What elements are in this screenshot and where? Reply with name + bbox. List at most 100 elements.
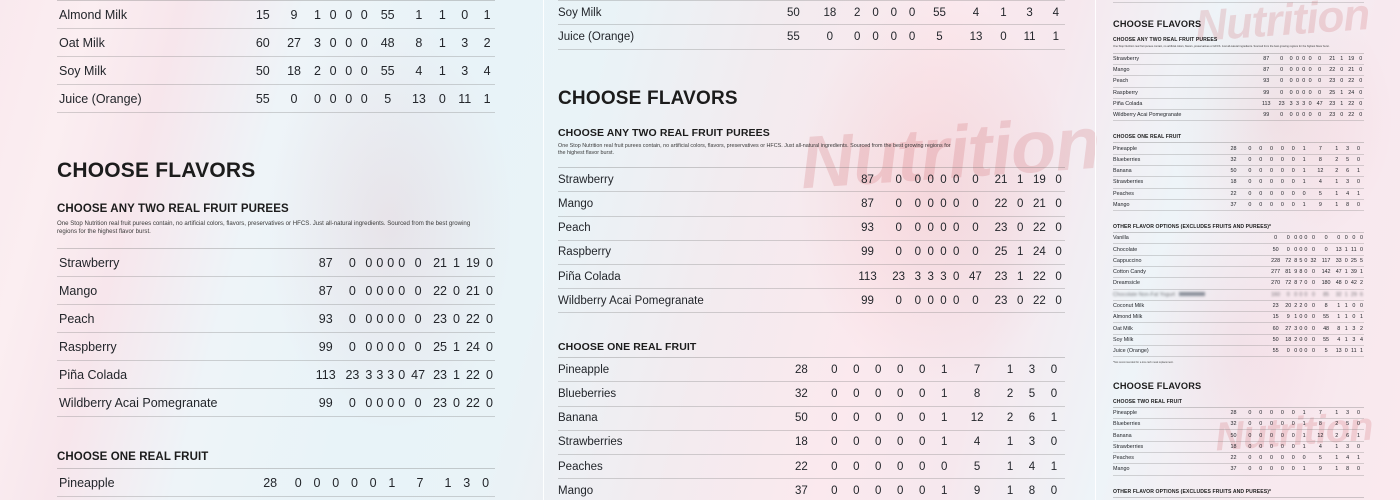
cell-Cholesterol (mg): 0	[953, 270, 960, 283]
redaction-bar	[1179, 292, 1206, 297]
cell-Calories from Fat: 0	[831, 388, 838, 401]
cell-Sodium (mg): 1	[940, 436, 948, 449]
cell-Sugars (g): 4	[1346, 455, 1350, 462]
table-row: Pineapple 28 0 0 0 0 0 1 7 1 3 0	[57, 469, 495, 497]
cell-Sugars (g): 3	[1028, 363, 1036, 376]
cell-Dietary Fiber (g): 0	[1326, 0, 1336, 3]
cell-Dietary Fiber (g): 1	[1335, 202, 1339, 209]
cell-Calories: 28	[1230, 145, 1237, 152]
cell-Protein (g): 0	[1359, 246, 1363, 253]
cell-Trans Fat (g): 0	[387, 283, 395, 298]
cell-Cholesterol (mg): 0	[1311, 246, 1315, 253]
cell-Protein (g): 6	[1359, 291, 1363, 298]
cell-Total Carbs (g): 0	[1337, 235, 1341, 242]
cell-Calories from Fat: 27	[1285, 325, 1292, 332]
cell-Sodium (mg): 1	[940, 412, 948, 425]
cell-Cholesterol (mg): 0	[1308, 55, 1312, 62]
cell-Sugars (g): 3	[1028, 436, 1036, 449]
cell-Total Carbs (g): 7	[1318, 410, 1322, 417]
cell-Protein (g): 1	[483, 91, 491, 106]
cell-Dietary Fiber (g): 2	[1335, 421, 1339, 428]
cell-Trans Fat (g): 0	[940, 246, 947, 259]
cell-Calories: 228	[1271, 257, 1281, 264]
cell-Sodium (mg): 1	[940, 363, 948, 376]
cell-Sodium (mg): 1	[940, 388, 948, 401]
cell-Calories from Fat: 0	[1286, 348, 1290, 355]
row-label: Mango	[558, 484, 594, 497]
cell-Saturated Fat (g): 0	[1295, 55, 1299, 62]
cell-Saturated Fat (g): 0	[927, 197, 934, 210]
cell-Calories: 50	[786, 6, 800, 19]
cell-Sodium (mg): 1	[1302, 466, 1306, 473]
cell-Dietary Fiber (g): 1	[1344, 246, 1348, 253]
cell-Protein (g): 0	[1050, 436, 1058, 449]
cell-Calories from Fat: 0	[895, 246, 902, 259]
cell-Calories: 50	[1272, 336, 1279, 343]
cell-Calories: 55	[255, 91, 270, 106]
table-row: Mango 87 0 0 0 0 0 0 22 0 21 0	[57, 277, 495, 305]
table-row: Pineapple 28 0 0 0 0 0 1 7 1 3 0	[1113, 407, 1364, 419]
cell-Trans Fat (g): 0	[1302, 67, 1306, 74]
cell-Total Carbs (g): 8	[1337, 325, 1341, 332]
cell-Calories from Fat: 72	[1285, 280, 1292, 287]
cell-Trans Fat (g): 0	[387, 311, 395, 326]
cell-Sugars (g): 21	[1348, 67, 1355, 74]
cell-Calories from Fat: 0	[1248, 202, 1252, 209]
row-label: Peach	[1113, 78, 1129, 85]
document-panel-left[interactable]: Almond Milk 15 9 1 0 0 0 55 1 1 0 1 Oat Milk 60 27 3 0 0 0…	[0, 0, 543, 500]
cell-Sodium (mg): 47	[969, 270, 982, 283]
cell-Total Fat (g): 0	[1289, 78, 1293, 85]
cell-Sugars (g): 3	[461, 63, 469, 78]
cell-Sodium (mg): 0	[414, 339, 422, 354]
one-fruit-table-middle: Pineapple 28 0 0 0 0 0 1 7 1 3 0 Blueberries 32 0 0 0 0 0 1…	[558, 357, 1065, 500]
cell-Total Fat (g): 0	[313, 91, 321, 106]
cell-Sodium (mg): 0	[414, 283, 422, 298]
cell-Saturated Fat (g): 0	[927, 294, 934, 307]
cell-Calories: 37	[794, 484, 808, 497]
cell-Dietary Fiber (g): 1	[1006, 460, 1014, 473]
cell-Protein (g): 2	[483, 35, 491, 50]
cell-Calories from Fat: 0	[1248, 156, 1252, 163]
table-row: Blueberries 32 0 0 0 0 0 1 8 2 5 0	[558, 382, 1065, 407]
row-label: Piña Colada	[558, 270, 621, 283]
row-label: Soy Milk	[1113, 336, 1134, 343]
cell-Sodium (mg): 117	[1321, 257, 1331, 264]
cell-Protein (g): 1	[1357, 432, 1360, 439]
cell-Total Fat (g): 3	[914, 270, 922, 283]
cell-Total Carbs (g): 25	[1329, 89, 1336, 96]
cell-Sodium (mg): 55	[933, 6, 946, 19]
purees-rows-middle: Strawberry 87 0 0 0 0 0 0 21 1 19 0 Mango 87 0 0 0 0 0 0 22 0…	[558, 168, 1065, 313]
table-row: Dreamsicle 270 72 8 7 0 0 180 48 0 42 2	[1113, 278, 1364, 290]
purees-blurb: One Stop Nutrition real fruit purees con…	[57, 220, 471, 236]
cell-Total Carbs (g): 13	[1307, 0, 1326, 3]
two-fruit-rows-right: Pineapple 28 0 0 0 0 0 1 7 1 3 0 Blueberries 32 0 0 0 0 0 1…	[1113, 407, 1364, 476]
cell-Dietary Fiber (g): 0	[1016, 294, 1024, 307]
cell-Sugars (g): 11	[1351, 348, 1357, 355]
cell-Sodium (mg): 0	[1324, 235, 1328, 242]
cell-Calories: 160	[1271, 291, 1281, 298]
cell-Total Fat (g): 0	[1294, 235, 1298, 242]
cell-Sodium (mg): 55	[380, 7, 395, 22]
cell-Sugars (g): 29	[1350, 291, 1357, 298]
cell-Protein (g): 4	[1052, 6, 1060, 19]
cell-Calories from Fat: 0	[831, 460, 838, 473]
cell-Trans Fat (g): 0	[1280, 179, 1284, 186]
cell-Dietary Fiber (g): 0	[438, 91, 446, 106]
table-row: Chocolate 50 0 0 0 0 0 0 13 1 11 0	[1113, 244, 1364, 256]
purees-blurb-middle: One Stop Nutrition real fruit purees con…	[558, 142, 951, 156]
row-label: Piña Colada	[59, 367, 128, 382]
row-label: Raspberry	[558, 246, 612, 259]
cell-Cholesterol (mg): 0	[369, 475, 377, 490]
cell-Trans Fat (g): 0	[1278, 0, 1288, 3]
cell-Sugars (g): 3	[1346, 145, 1350, 152]
row-label: Peaches	[1113, 455, 1134, 462]
cell-Saturated Fat (g): 0	[872, 30, 879, 43]
cell-Calories from Fat: 0	[1248, 432, 1252, 439]
cell-Dietary Fiber (g): 1	[453, 367, 460, 382]
cell-Sodium (mg): 5	[384, 91, 392, 106]
cell-Sugars (g): 21	[465, 283, 480, 298]
